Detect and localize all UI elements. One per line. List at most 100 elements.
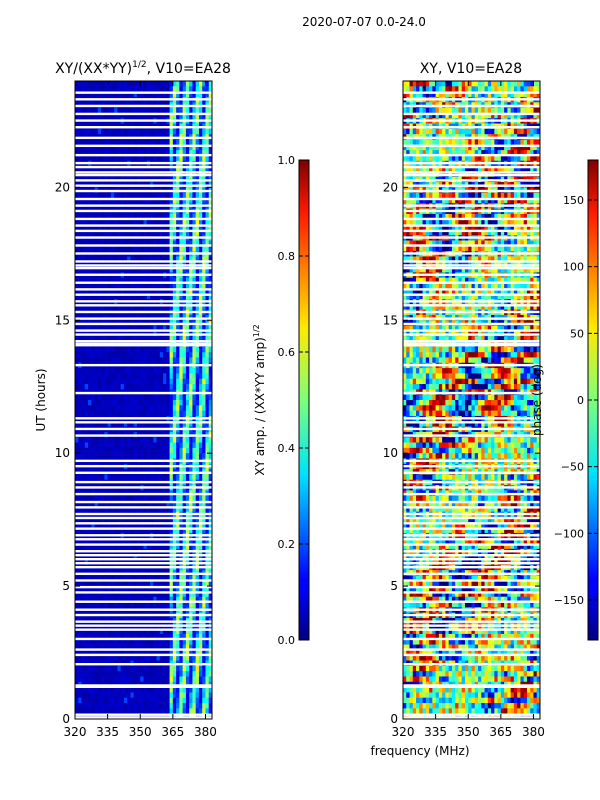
amplitude-cell xyxy=(185,325,190,332)
amplitude-cell xyxy=(117,224,122,231)
amplitude-cell xyxy=(192,495,197,502)
amplitude-cell xyxy=(110,437,115,444)
amplitude-cell xyxy=(107,649,112,656)
amplitude-cell xyxy=(78,665,83,672)
amplitude-cell xyxy=(150,283,154,289)
amplitude-cell xyxy=(133,554,138,561)
amplitude-cell xyxy=(78,447,83,454)
amplitude-cell xyxy=(133,245,138,252)
amplitude-cell xyxy=(182,229,187,236)
amplitude-cell xyxy=(120,442,125,449)
amplitude-cell xyxy=(117,506,122,513)
amplitude-cell xyxy=(130,501,135,507)
amplitude-cell xyxy=(130,421,135,428)
amplitude-cell xyxy=(198,277,203,284)
amplitude-cell xyxy=(123,708,128,715)
amplitude-cell xyxy=(146,447,151,454)
amplitude-cell xyxy=(110,283,115,289)
amplitude-cell xyxy=(78,421,83,428)
amplitude-cell xyxy=(202,192,207,199)
amplitude-cell xyxy=(88,543,92,550)
amplitude-cell xyxy=(88,219,92,226)
amplitude-cell xyxy=(179,144,184,151)
amplitude-cell xyxy=(195,267,200,273)
amplitude-cell xyxy=(78,639,83,646)
amplitude-cell xyxy=(94,240,99,247)
amplitude-cell xyxy=(159,368,164,375)
amplitude-cell xyxy=(159,378,164,385)
amplitude-cell xyxy=(97,495,102,502)
amplitude-cell xyxy=(195,501,200,507)
amplitude-cell xyxy=(182,368,187,375)
amplitude-cell xyxy=(120,447,125,454)
amplitude-cell xyxy=(179,368,184,375)
amplitude-cell xyxy=(172,86,177,93)
amplitude-cell xyxy=(107,283,112,289)
amplitude-cell xyxy=(172,229,177,236)
amplitude-cell xyxy=(136,410,141,417)
amplitude-cell xyxy=(182,687,187,694)
amplitude-cell xyxy=(189,224,194,231)
amplitude-cell xyxy=(150,304,154,311)
amplitude-cell xyxy=(198,400,203,406)
amplitude-cell xyxy=(91,166,96,172)
amplitude-cell xyxy=(205,219,210,226)
amplitude-cell xyxy=(179,192,184,199)
amplitude-cell xyxy=(88,708,92,715)
amplitude-cell xyxy=(195,447,200,454)
amplitude-cell xyxy=(159,357,164,364)
amplitude-cell xyxy=(205,107,210,114)
amplitude-cell xyxy=(130,676,135,683)
amplitude-cell xyxy=(179,224,184,231)
amplitude-cell xyxy=(75,86,79,93)
amplitude-cell xyxy=(163,81,167,87)
amplitude-cell xyxy=(179,703,184,709)
amplitude-cell xyxy=(143,554,148,561)
amplitude-cell xyxy=(114,591,119,598)
amplitude-cell xyxy=(120,368,125,375)
amplitude-cell xyxy=(176,192,180,199)
amplitude-cell xyxy=(117,596,122,603)
amplitude-cell xyxy=(88,474,92,481)
amplitude-cell xyxy=(159,219,164,226)
amplitude-cell xyxy=(163,144,167,151)
amplitude-cell xyxy=(88,192,92,199)
amplitude-cell xyxy=(192,703,197,709)
amplitude-cell xyxy=(123,166,128,172)
amplitude-cell xyxy=(107,373,112,380)
amplitude-cell xyxy=(153,357,158,364)
amplitude-cell xyxy=(127,293,132,300)
amplitude-cell xyxy=(205,352,210,359)
amplitude-cell xyxy=(97,394,102,401)
amplitude-cell xyxy=(101,591,105,598)
amplitude-cell xyxy=(202,405,207,412)
amplitude-cell xyxy=(169,267,174,273)
amplitude-cell xyxy=(205,86,210,93)
amplitude-cell xyxy=(130,81,135,87)
amplitude-cell xyxy=(140,522,145,529)
amplitude-cell xyxy=(97,447,102,454)
amplitude-cell xyxy=(159,602,164,608)
amplitude-cell xyxy=(88,400,92,406)
amplitude-cell xyxy=(130,346,135,353)
amplitude-cell xyxy=(136,697,141,704)
amplitude-cell xyxy=(130,554,135,561)
amplitude-cell xyxy=(195,245,200,252)
amplitude-cell xyxy=(101,112,105,119)
amplitude-cell xyxy=(91,346,96,353)
amplitude-cell xyxy=(195,437,200,444)
amplitude-cell xyxy=(133,139,138,146)
amplitude-cell xyxy=(143,219,148,226)
amplitude-cell xyxy=(143,373,148,380)
amplitude-cell xyxy=(78,692,83,699)
amplitude-cell xyxy=(179,527,184,534)
amplitude-cell xyxy=(130,628,135,635)
amplitude-cell xyxy=(78,602,83,608)
amplitude-cell xyxy=(114,229,119,236)
amplitude-cell xyxy=(107,155,112,162)
amplitude-cell xyxy=(198,575,203,582)
amplitude-cell xyxy=(136,213,141,220)
amplitude-cell xyxy=(110,405,115,412)
amplitude-cell xyxy=(176,304,180,311)
